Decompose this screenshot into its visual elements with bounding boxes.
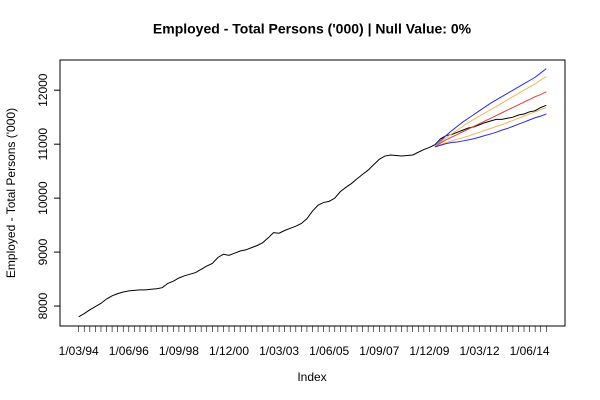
x-tick-label: 1/09/98 xyxy=(159,344,199,358)
x-tick-label: 1/03/03 xyxy=(259,344,299,358)
series-line xyxy=(434,107,547,148)
series-line xyxy=(434,91,547,148)
y-tick-label: 12000 xyxy=(36,73,50,107)
series-line xyxy=(434,113,547,148)
x-tick-label: 1/06/05 xyxy=(309,344,349,358)
x-tick-label: 1/03/12 xyxy=(459,344,499,358)
y-tick-label: 8000 xyxy=(36,292,50,319)
x-tick-label: 1/06/96 xyxy=(109,344,149,358)
x-tick-label: 1/09/07 xyxy=(359,344,399,358)
y-axis-label: Employed - Total Persons ('000) xyxy=(4,108,18,278)
series-line xyxy=(434,76,547,148)
y-tick-label: 11000 xyxy=(36,128,50,161)
x-axis-label: Index xyxy=(297,370,326,384)
x-tick-label: 1/06/14 xyxy=(510,344,550,358)
x-tick-label: 1/12/00 xyxy=(209,344,249,358)
series-line xyxy=(434,68,547,148)
y-tick-label: 9000 xyxy=(36,238,50,265)
chart-title: Employed - Total Persons ('000) | Null V… xyxy=(153,21,472,37)
series-line xyxy=(78,104,547,318)
y-tick-label: 10000 xyxy=(36,181,50,215)
x-tick-label: 1/03/94 xyxy=(59,344,99,358)
x-tick-label: 1/12/09 xyxy=(409,344,449,358)
